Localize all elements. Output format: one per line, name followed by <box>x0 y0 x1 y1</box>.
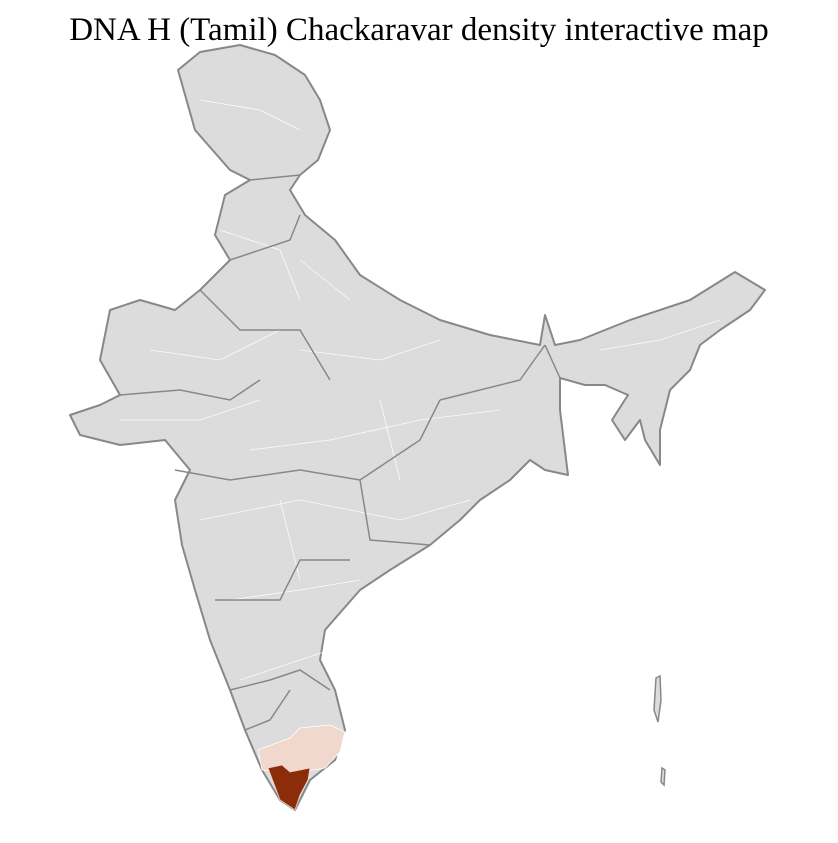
high-density-region[interactable] <box>267 764 311 811</box>
india-outline[interactable] <box>69 44 766 811</box>
district-borders <box>120 99 721 681</box>
andaman-islands[interactable] <box>653 674 666 787</box>
map-title: DNA H (Tamil) Chackaravar density intera… <box>69 12 769 48</box>
state-borders <box>119 174 561 731</box>
